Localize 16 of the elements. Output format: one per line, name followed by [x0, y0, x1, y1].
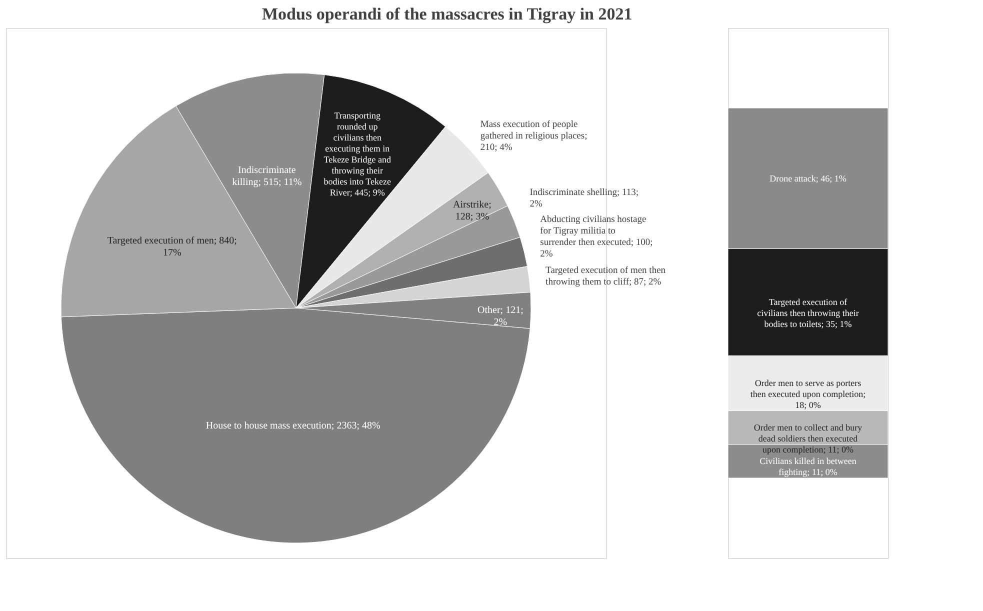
data-label: Drone attack; 46; 1% — [770, 173, 847, 184]
data-label: Order men to serve as porters then executed upon completion; 18; 0% — [750, 378, 866, 410]
slice-label: Abducting civilians hostage for Tigray militia to surrender then executed; 100; 2% — [540, 215, 653, 260]
slice-label: Targeted execution of men; 840; 17% — [107, 236, 238, 259]
slice-label: Transporting rounded up civilians then executing them in Tekeze Bridge and throwing their bodies into Tekeze River; 445; 9% — [324, 110, 392, 198]
data-label: Targeted execution of civilians then throwing their bodies to toilets; 35; 1% — [757, 297, 859, 330]
slice-label: Other; 121; 2% — [478, 305, 524, 328]
chart-title: Modus operandi of the massacres in Tigray in 2021 — [262, 4, 632, 24]
slice-label: Targeted execution of men then throwing them to cliff; 87; 2% — [546, 266, 666, 288]
slice-label: Airstrike; 128; 3% — [453, 199, 492, 222]
slice-label: Indiscriminate killing; 515; 11% — [232, 165, 302, 188]
data-label: Order men to collect and bury dead soldiers then executed upon completion; 11; 0% — [754, 422, 863, 455]
slice-label: Indiscriminate shelling; 113; 2% — [530, 188, 639, 210]
slice-label: House to house mass execution; 2363; 48% — [206, 420, 380, 432]
slice-label: Mass execution of people gathered in religious places; 210; 4% — [480, 120, 588, 154]
data-label: Civilians killed in between fighting; 11; 0% — [760, 456, 857, 478]
